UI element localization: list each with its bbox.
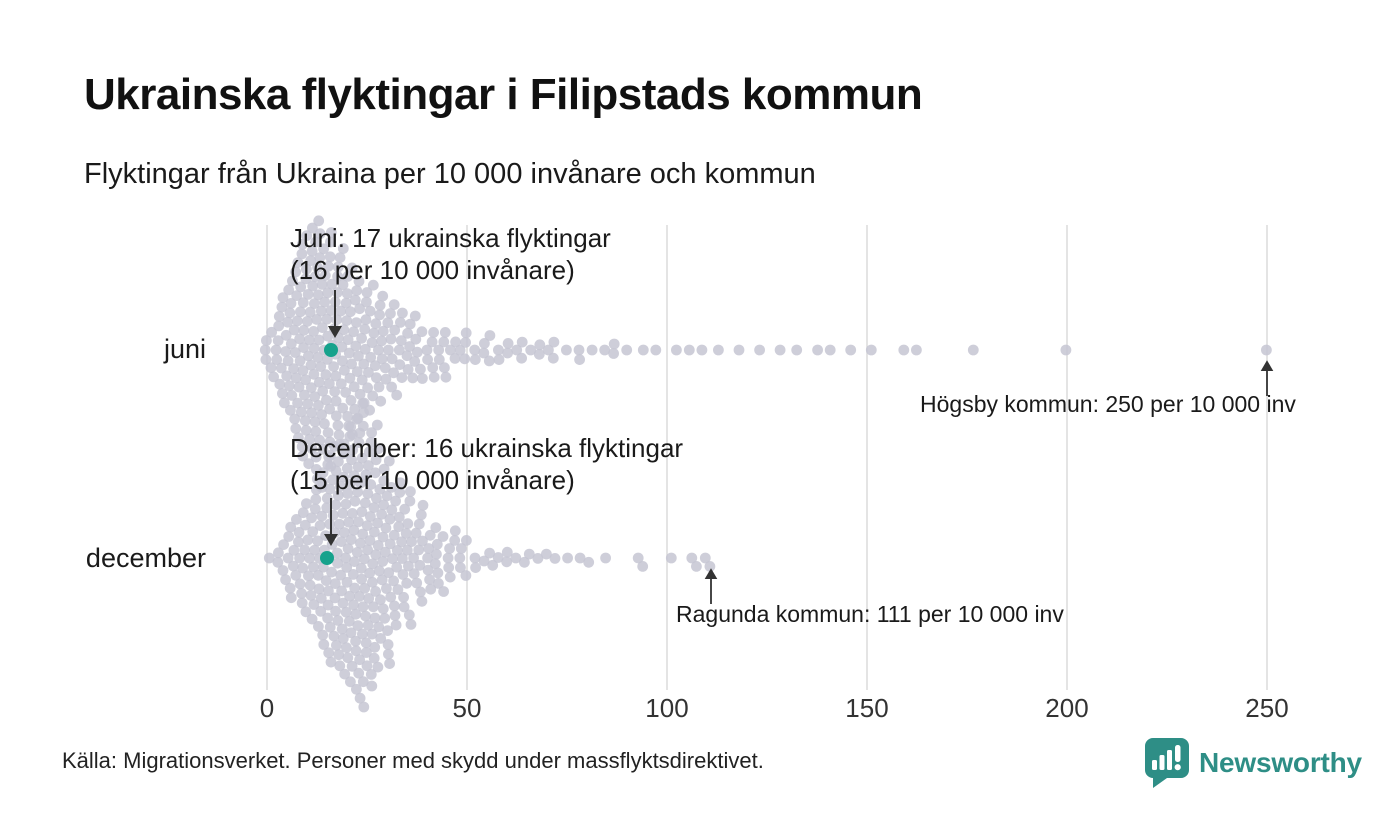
highlight-dot-juni: [324, 343, 338, 357]
page-title: Ukrainska flyktingar i Filipstads kommun: [84, 70, 923, 119]
annotation-december-highlight: December: 16 ukrainska flyktingar (15 pe…: [290, 432, 683, 496]
x-tick-label: 150: [845, 693, 889, 723]
newsworthy-wordmark: Newsworthy: [1199, 747, 1362, 778]
annotation-december-line2: (15 per 10 000 invånare): [290, 465, 575, 495]
annotation-outlier-hogsby: Högsby kommun: 250 per 10 000 inv: [920, 391, 1296, 417]
annotation-arrows: [324, 290, 1274, 604]
x-tick-label: 0: [259, 693, 275, 723]
x-tick-label: 250: [1245, 693, 1289, 723]
newsworthy-logo: Newsworthy: [1143, 738, 1362, 788]
newsworthy-logo-icon: [1145, 738, 1189, 788]
highlighted-dots: [320, 343, 338, 565]
annotation-juni-line2: (16 per 10 000 invånare): [290, 255, 575, 285]
annotation-juni-line1: Juni: 17 ukrainska flyktingar: [290, 223, 611, 253]
page-subtitle: Flyktingar från Ukraina per 10 000 invån…: [84, 158, 816, 190]
annotation-december-line1: December: 16 ukrainska flyktingar: [290, 433, 684, 463]
x-axis: 0 50 100 150 200 250: [0, 693, 1400, 723]
beeswarm-dots-december: [263, 397, 716, 713]
x-tick-label: 200: [1045, 693, 1089, 723]
row-label-december: december: [85, 543, 206, 573]
annotation-juni-highlight: Juni: 17 ukrainska flyktingar (16 per 10…: [290, 222, 611, 286]
highlight-dot-december: [320, 551, 334, 565]
gridlines: [266, 225, 1268, 690]
row-label-juni: juni: [163, 334, 206, 364]
annotation-outlier-ragunda: Ragunda kommun: 111 per 10 000 inv: [676, 601, 1064, 627]
beeswarm-dots-juni: [259, 215, 1272, 493]
x-tick-label: 50: [452, 693, 482, 723]
x-tick-label: 100: [645, 693, 689, 723]
source-note: Källa: Migrationsverket. Personer med sk…: [62, 748, 764, 773]
